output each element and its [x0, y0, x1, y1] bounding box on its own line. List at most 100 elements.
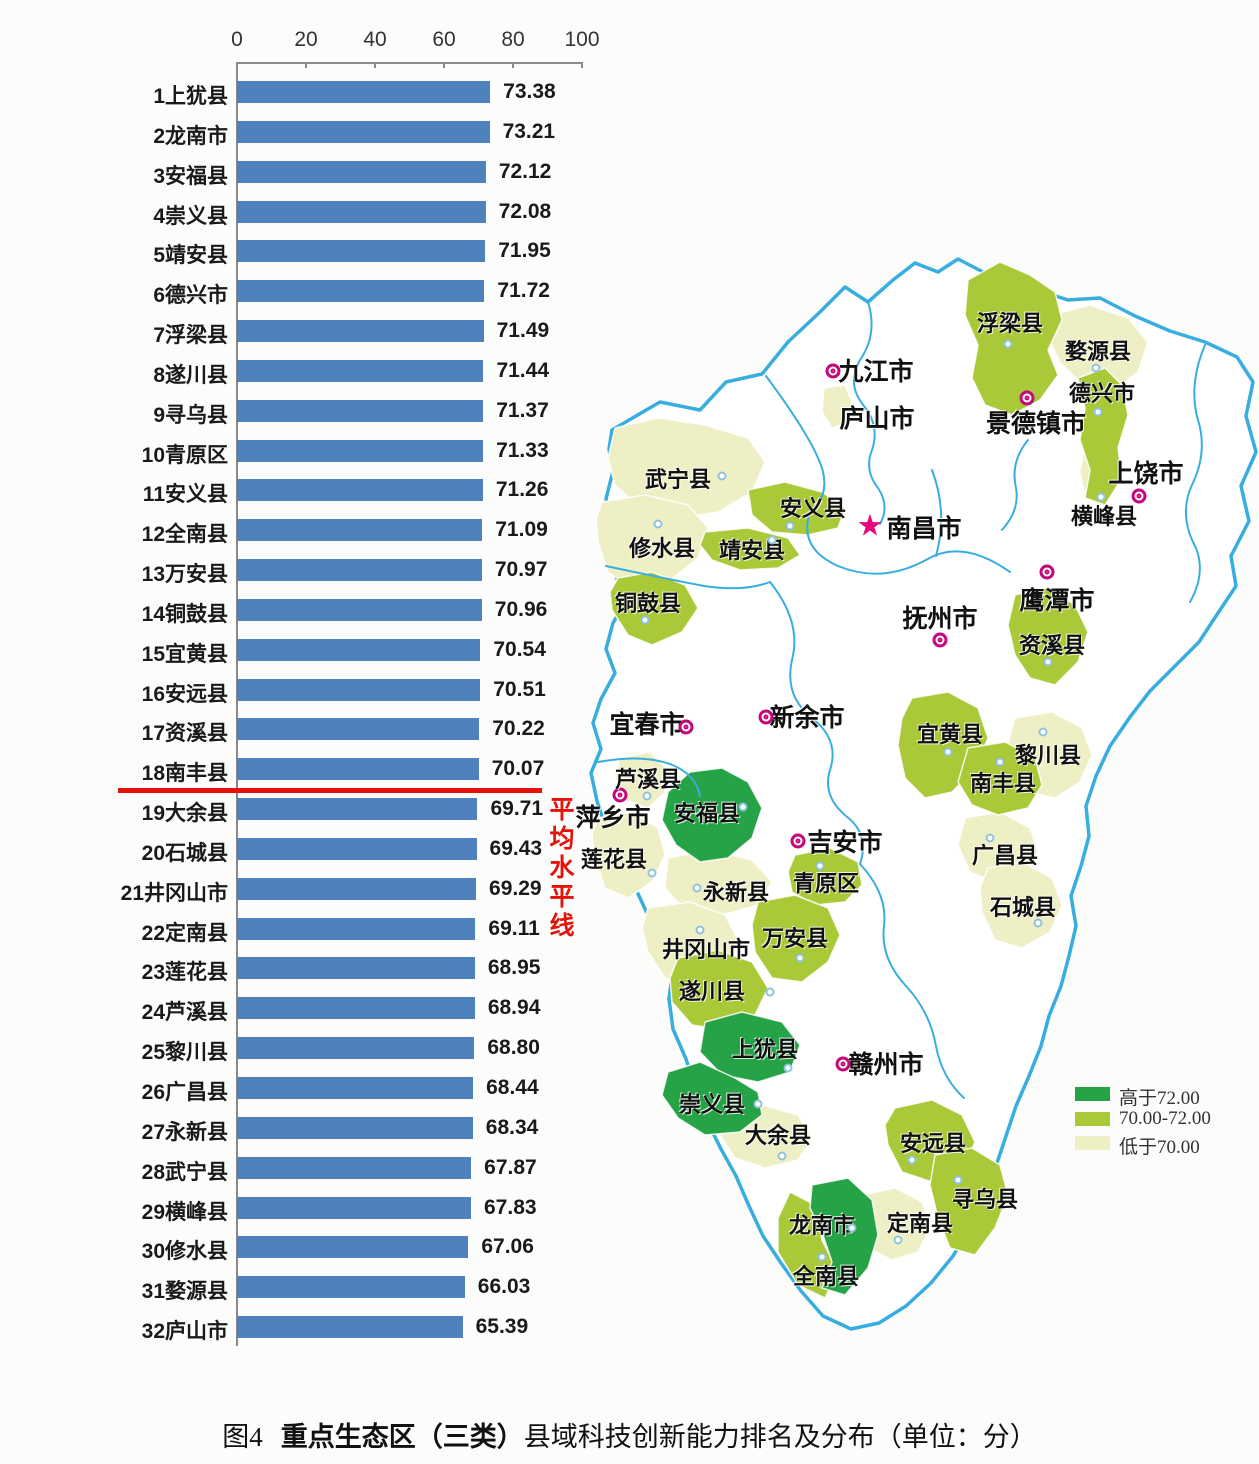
map-county-label: 永新县 [702, 880, 770, 905]
county-seat-dot-icon [765, 987, 775, 997]
internal-border [765, 375, 826, 513]
region-luxi [614, 751, 669, 809]
bar [237, 1037, 475, 1060]
bar-category-label: 21井冈山市 [120, 881, 228, 905]
bar-category-label: 5靖安县 [153, 244, 228, 268]
bar [237, 240, 486, 263]
average-line [118, 788, 542, 794]
county-seat-dot-icon [893, 1235, 903, 1245]
bar-category-label: 31婺源县 [141, 1280, 228, 1304]
map-city-label: 庐山市 [839, 406, 915, 433]
x-tick-mark [581, 62, 583, 68]
x-tick-mark [236, 62, 238, 68]
bar-category-label: 4崇义县 [153, 204, 228, 228]
map-county-label: 安远县 [899, 1131, 967, 1156]
bar-value-label: 71.49 [496, 319, 550, 343]
bar [237, 1156, 472, 1179]
bar-category-label: 16安远县 [141, 682, 228, 706]
city-marker-ring-icon [1131, 488, 1147, 504]
river-line [853, 301, 886, 525]
x-tick-label: 60 [432, 28, 456, 51]
county-seat-dot-icon [717, 471, 727, 481]
map-county-label: 石城县 [989, 895, 1057, 920]
figure-number: 图4 [222, 1422, 263, 1452]
bar [237, 280, 485, 303]
county-seat-dot-icon [767, 535, 777, 545]
bar-category-label: 9寻乌县 [153, 403, 228, 427]
bar [237, 877, 477, 900]
city-marker-ring-icon [825, 363, 841, 379]
figure-caption: 图4 重点生态区（三类）县域科技创新能力排名及分布（单位：分） [0, 1415, 1259, 1454]
bar-value-label: 69.71 [490, 797, 544, 821]
bar-value-label: 69.11 [488, 916, 540, 940]
bar [237, 678, 481, 701]
bar-value-label: 70.97 [494, 558, 548, 582]
internal-border [811, 717, 864, 865]
map-county-label: 婺源县 [1064, 339, 1132, 364]
map-county-label: 广昌县 [971, 843, 1039, 868]
jiangxi-map-svg [589, 257, 1258, 1331]
bar-value-label: 71.44 [496, 358, 550, 382]
county-seat-dot-icon [943, 747, 953, 757]
bar-value-label: 69.29 [489, 876, 542, 900]
map-county-label: 横峰县 [1070, 504, 1138, 529]
bar [237, 399, 484, 422]
map-county-label: 修水县 [628, 536, 696, 561]
bar [237, 439, 484, 462]
y-axis-line [236, 62, 238, 1346]
county-seat-dot-icon [653, 519, 663, 529]
map-city-label: 南昌市 [886, 516, 962, 543]
city-marker-ring-icon [758, 709, 774, 725]
bar-category-label: 24芦溪县 [141, 1001, 228, 1025]
county-seat-dot-icon [783, 1063, 793, 1073]
bar [237, 957, 475, 980]
bar-value-label: 71.37 [496, 398, 549, 422]
internal-border [769, 581, 813, 719]
map-county-label: 崇义县 [678, 1092, 746, 1117]
map-county-label: 铜鼓县 [614, 591, 682, 616]
bar-value-label: 70.54 [493, 637, 546, 661]
map-county-label: 遂川县 [678, 979, 746, 1004]
county-seat-dot-icon [995, 757, 1005, 767]
bar [237, 758, 479, 781]
legend-label: 70.00-72.00 [1119, 1107, 1211, 1129]
bar [237, 160, 486, 183]
county-seat-dot-icon [953, 1175, 963, 1185]
region-dexing [1077, 367, 1129, 506]
map-county-label: 武宁县 [644, 467, 712, 492]
county-seat-dot-icon [642, 791, 652, 801]
bar [237, 598, 482, 621]
map-city-label: 景德镇市 [985, 411, 1087, 438]
caption-text-part: 县域科技创新能力排名及分布（单位：分） [523, 1422, 1037, 1452]
internal-border [859, 863, 965, 1099]
region-zixi [1007, 587, 1089, 686]
x-tick-label: 100 [564, 28, 600, 51]
bar-category-label: 17资溪县 [141, 722, 228, 746]
bar-category-label: 2龙南市 [153, 124, 228, 148]
bar-value-label: 73.38 [503, 80, 556, 103]
region-wuning [607, 417, 766, 519]
map-city-label: 萍乡市 [575, 805, 651, 832]
map-county-label: 南丰县 [969, 771, 1037, 796]
county-seat-dot-icon [907, 1155, 917, 1165]
map-city-label: 九江市 [838, 359, 914, 386]
map-county-label: 德兴市 [1068, 381, 1136, 406]
bar [237, 479, 483, 502]
bar-category-label: 19大余县 [141, 802, 228, 826]
region-xunwu [929, 1147, 1009, 1256]
region-shicheng [979, 861, 1063, 949]
county-seat-dot-icon [847, 1223, 857, 1233]
x-tick-label: 0 [231, 28, 243, 51]
bar-category-label: 1上犹县 [153, 85, 228, 108]
city-marker-ring-icon [932, 632, 948, 648]
bar [237, 1236, 469, 1259]
map-county-label: 寻乌县 [951, 1187, 1019, 1212]
region-wanan [751, 894, 841, 983]
bar-category-label: 30修水县 [141, 1240, 228, 1264]
bar-value-label: 71.95 [498, 239, 551, 263]
bar-value-label: 70.22 [492, 717, 545, 741]
map-county-label: 龙南市 [788, 1213, 856, 1238]
x-axis-line [237, 62, 583, 64]
bar-value-label: 71.72 [497, 279, 550, 303]
map-county-label: 大余县 [744, 1123, 812, 1148]
